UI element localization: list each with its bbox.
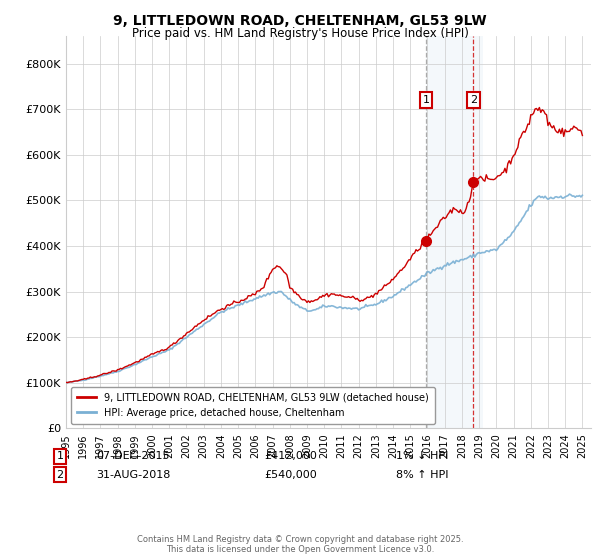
Text: £540,000: £540,000 xyxy=(264,470,317,480)
Text: 1: 1 xyxy=(56,451,64,461)
Text: £412,000: £412,000 xyxy=(264,451,317,461)
Text: Price paid vs. HM Land Registry's House Price Index (HPI): Price paid vs. HM Land Registry's House … xyxy=(131,27,469,40)
Legend: 9, LITTLEDOWN ROAD, CHELTENHAM, GL53 9LW (detached house), HPI: Average price, d: 9, LITTLEDOWN ROAD, CHELTENHAM, GL53 9LW… xyxy=(71,387,434,423)
Text: 31-AUG-2018: 31-AUG-2018 xyxy=(96,470,170,480)
Text: 9, LITTLEDOWN ROAD, CHELTENHAM, GL53 9LW: 9, LITTLEDOWN ROAD, CHELTENHAM, GL53 9LW xyxy=(113,14,487,28)
Text: 8% ↑ HPI: 8% ↑ HPI xyxy=(396,470,449,480)
Bar xyxy=(426,36,482,428)
Text: 07-DEC-2015: 07-DEC-2015 xyxy=(96,451,170,461)
Text: Contains HM Land Registry data © Crown copyright and database right 2025.
This d: Contains HM Land Registry data © Crown c… xyxy=(137,535,463,554)
Text: 2: 2 xyxy=(56,470,64,480)
Text: 2: 2 xyxy=(470,95,477,105)
Text: 1% ↓ HPI: 1% ↓ HPI xyxy=(396,451,448,461)
Text: 1: 1 xyxy=(422,95,430,105)
